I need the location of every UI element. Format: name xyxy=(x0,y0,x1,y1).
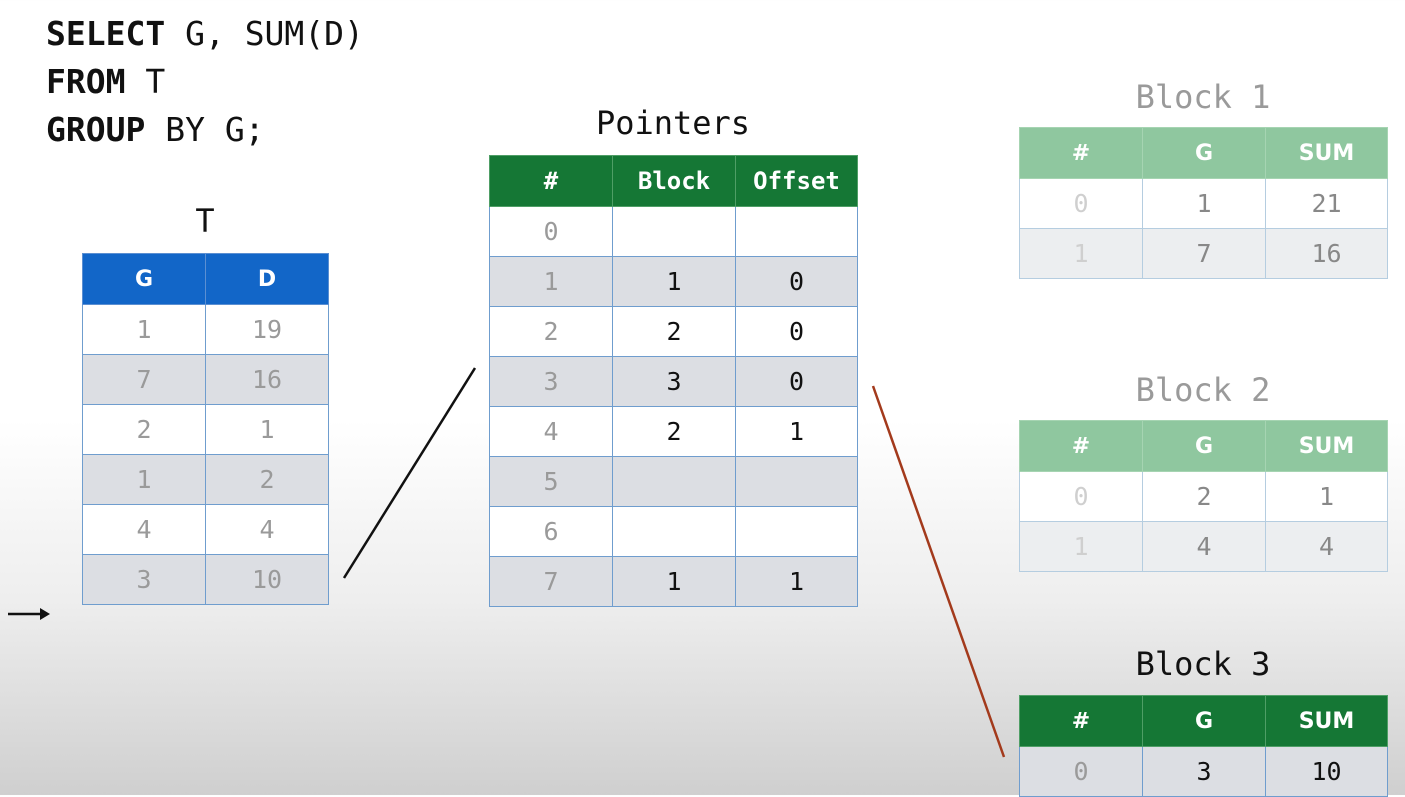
t-cell-d: 1 xyxy=(205,404,329,455)
pointer-block xyxy=(612,456,736,507)
t-cell-d: 4 xyxy=(205,504,329,555)
block2-caption: Block 2 xyxy=(1135,371,1271,409)
pointer-offset xyxy=(735,506,858,557)
t-cell-g: 1 xyxy=(82,304,206,355)
block3-header-g: G xyxy=(1142,695,1266,747)
table-row: 6 xyxy=(489,506,858,557)
pointer-index: 1 xyxy=(489,256,613,307)
block2-sum: 4 xyxy=(1265,521,1388,572)
block2-g: 2 xyxy=(1142,471,1266,522)
pointer-index: 4 xyxy=(489,406,613,457)
pointers-header-offset: Offset xyxy=(735,155,858,207)
block1-index: 0 xyxy=(1019,178,1143,229)
pointers-header-block: Block xyxy=(612,155,736,207)
t-cell-d: 10 xyxy=(205,554,329,605)
table-row: 1 7 16 xyxy=(1019,228,1388,279)
block3-caption: Block 3 xyxy=(1135,645,1271,683)
pointers-header-index: # xyxy=(489,155,613,207)
t-cell-g: 4 xyxy=(82,504,206,555)
pointer-block: 1 xyxy=(612,556,736,607)
pointer-offset: 1 xyxy=(735,556,858,607)
block3-g: 3 xyxy=(1142,746,1266,797)
block2-sum: 1 xyxy=(1265,471,1388,522)
pointer-index: 7 xyxy=(489,556,613,607)
block1-header-sum: SUM xyxy=(1265,127,1388,179)
t-cell-d: 2 xyxy=(205,454,329,505)
block2-index: 1 xyxy=(1019,521,1143,572)
sql-line-from: FROM T xyxy=(46,62,166,101)
block3-table: # G SUM 0 3 10 xyxy=(1019,695,1388,797)
block3-sum: 10 xyxy=(1265,746,1388,797)
arrow-right-icon xyxy=(8,608,50,620)
pointer-block xyxy=(612,206,736,257)
block2-index: 0 xyxy=(1019,471,1143,522)
pointer-index: 3 xyxy=(489,356,613,407)
t-cell-g: 7 xyxy=(82,354,206,405)
pointer-offset: 1 xyxy=(735,406,858,457)
block3-index: 0 xyxy=(1019,746,1143,797)
pointers-caption: Pointers xyxy=(595,104,751,142)
block1-header-index: # xyxy=(1019,127,1143,179)
block1-sum: 16 xyxy=(1265,228,1388,279)
block1-sum: 21 xyxy=(1265,178,1388,229)
pointer-offset: 0 xyxy=(735,356,858,407)
block2-g: 4 xyxy=(1142,521,1266,572)
t-to-pointers-link xyxy=(342,367,477,579)
block3-header-index: # xyxy=(1019,695,1143,747)
block3-header-sum: SUM xyxy=(1265,695,1388,747)
block1-g: 7 xyxy=(1142,228,1266,279)
table-row: 1 19 xyxy=(82,304,329,355)
t-cell-g: 1 xyxy=(82,454,206,505)
table-row: 0 1 21 xyxy=(1019,178,1388,229)
table-row: 3 10 xyxy=(82,554,329,605)
sql-line-group-by: GROUP BY G; xyxy=(46,110,265,149)
table-row: 0 3 10 xyxy=(1019,746,1388,797)
pointer-offset: 0 xyxy=(735,306,858,357)
t-cell-g: 2 xyxy=(82,404,206,455)
block1-table: # G SUM 0 1 21 1 7 16 xyxy=(1019,127,1388,279)
sql-line-select: SELECT G, SUM(D) xyxy=(46,14,364,53)
pointer-offset xyxy=(735,206,858,257)
table-row: 0 xyxy=(489,206,858,257)
t-cell-d: 19 xyxy=(205,304,329,355)
block1-caption: Block 1 xyxy=(1135,78,1271,116)
block1-header-g: G xyxy=(1142,127,1266,179)
t-header-d: D xyxy=(205,253,329,305)
table-row: 5 xyxy=(489,456,858,507)
sql-query: SELECT G, SUM(D) FROM T GROUP BY G; xyxy=(46,10,364,154)
block2-header-sum: SUM xyxy=(1265,420,1388,472)
pointer-block xyxy=(612,506,736,557)
pointer-block: 1 xyxy=(612,256,736,307)
t-header-g: G xyxy=(82,253,206,305)
t-table-caption: T xyxy=(195,202,215,240)
pointer-block: 2 xyxy=(612,306,736,357)
pointers-to-block3-link xyxy=(871,385,1006,758)
pointer-index: 2 xyxy=(489,306,613,357)
block1-index: 1 xyxy=(1019,228,1143,279)
pointer-offset xyxy=(735,456,858,507)
block2-header-index: # xyxy=(1019,420,1143,472)
block2-header-g: G xyxy=(1142,420,1266,472)
